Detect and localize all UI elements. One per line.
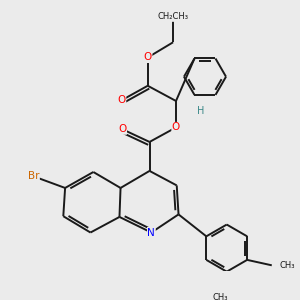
Text: O: O [118, 95, 126, 105]
Text: CH₂CH₃: CH₂CH₃ [158, 12, 189, 21]
Text: CH₃: CH₃ [212, 293, 228, 300]
Text: O: O [172, 122, 180, 132]
Text: Br: Br [28, 171, 39, 182]
Text: O: O [118, 124, 127, 134]
Text: H: H [196, 106, 204, 116]
Text: N: N [148, 227, 155, 238]
Text: CH₃: CH₃ [279, 261, 295, 270]
Text: O: O [144, 52, 152, 62]
